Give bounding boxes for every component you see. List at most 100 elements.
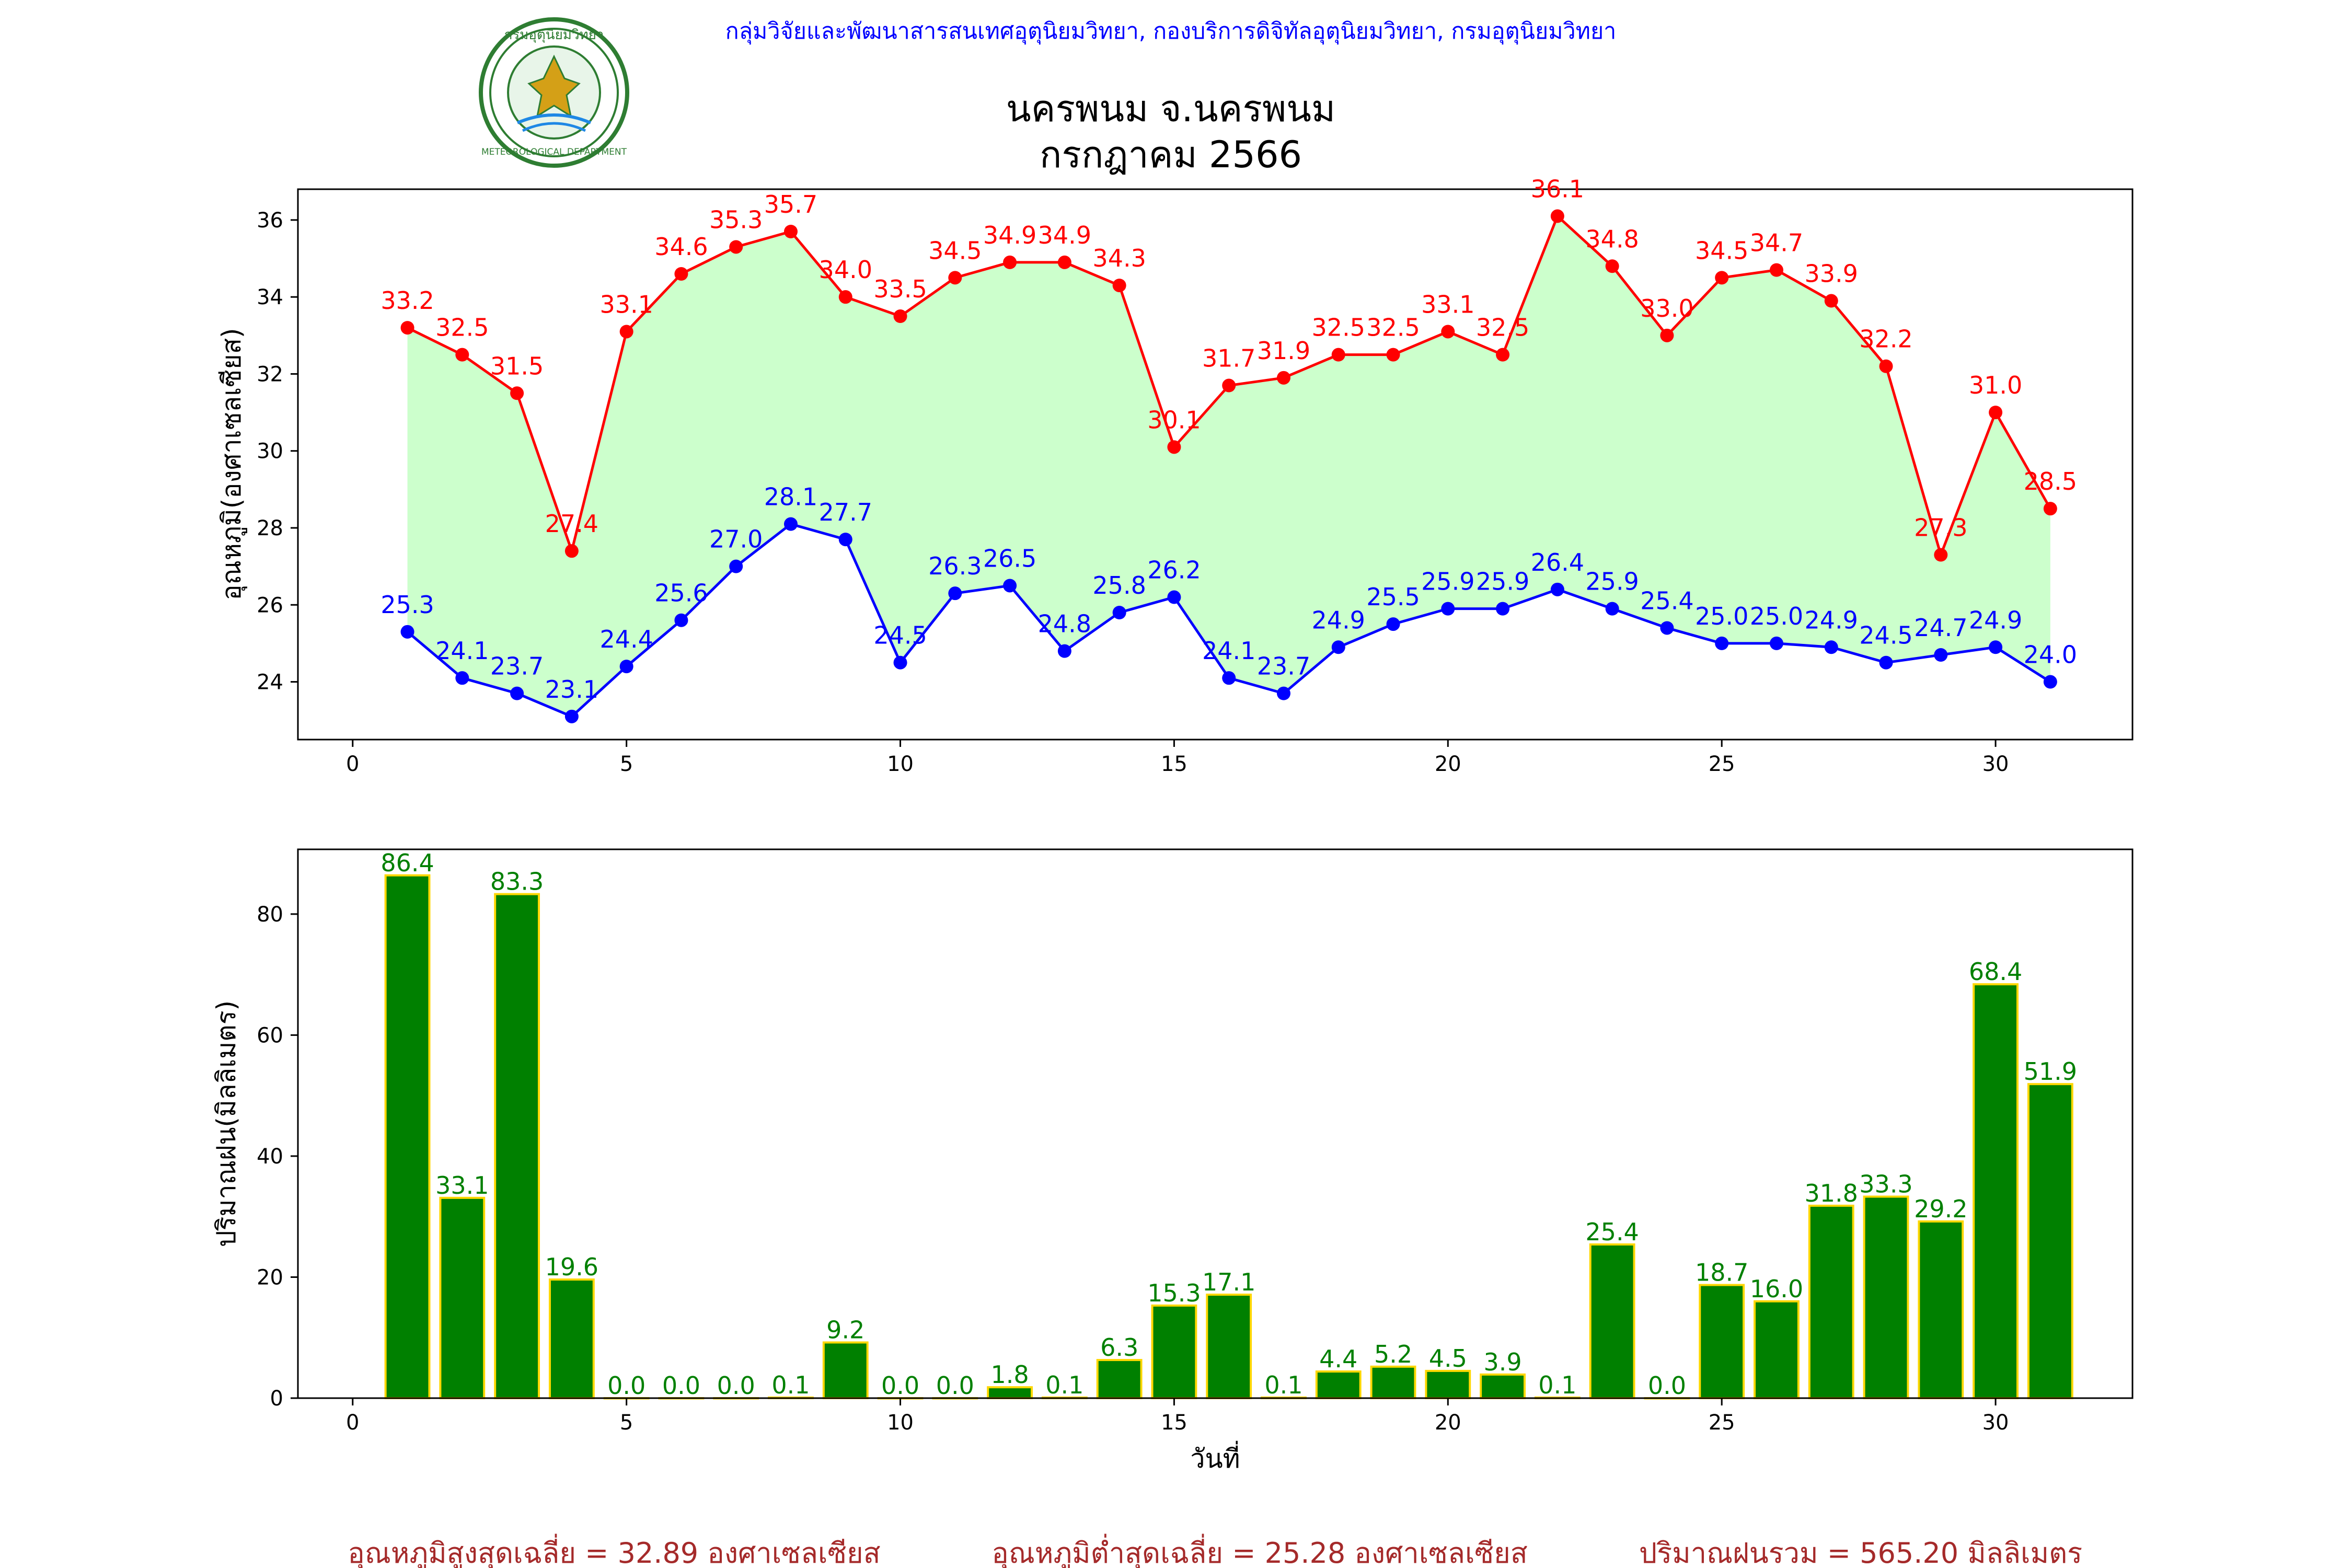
min-temperature-point: [1386, 617, 1400, 631]
rainfall-bar: [548, 1278, 595, 1400]
min-temperature-point: [783, 517, 798, 531]
rainfall-value-label: 31.8: [1805, 1179, 1858, 1207]
summary-total-rain: ปริมาณฝนรวม = 565.20 มิลลิเมตร: [1639, 1537, 2082, 1568]
max-temperature-value-label: 33.0: [1640, 294, 1693, 322]
min-temperature-point: [400, 625, 414, 639]
min-temperature-value-label: 25.9: [1421, 568, 1474, 596]
y-tick-label: 32: [257, 362, 283, 386]
rainfall-value-label: 33.1: [435, 1171, 489, 1200]
rainfall-bar: [987, 1386, 1033, 1400]
y-tick-label: 80: [257, 903, 283, 927]
max-temperature-value-label: 34.8: [1585, 225, 1639, 253]
max-temperature-value-label: 32.5: [1366, 314, 1420, 342]
rainfall-bar: [1425, 1369, 1471, 1400]
min-temperature-point: [619, 660, 633, 674]
max-temperature-point: [1167, 440, 1181, 454]
rainfall-value-labels: 86.4 33.1 83.3 19.6 0.0 0.0 0.0 0.1 9.2 0.0 0.0 1.8…: [381, 849, 2077, 1400]
min-temperature-value-label: 25.4: [1640, 586, 1693, 615]
temperature-x-ticks: 0 5 10 15 20 25 30: [346, 740, 2009, 776]
x-tick-label: 5: [620, 752, 633, 776]
rainfall-value-label: 0.0: [1648, 1371, 1686, 1400]
min-temperature-value-label: 25.0: [1750, 602, 1803, 630]
min-temperature-value-label: 24.5: [873, 621, 927, 650]
min-temperature-value-label: 24.4: [599, 625, 653, 653]
x-tick-label: 30: [1982, 1411, 2009, 1435]
temperature-series-layer: 33.232.531.527.433.134.635.335.734.033.5…: [381, 175, 2077, 723]
rainfall-value-label: 68.4: [1969, 958, 2022, 986]
min-temperature-point: [1989, 640, 2003, 654]
min-temperature-point: [1057, 644, 1071, 658]
max-temperature-value-label: 34.0: [819, 256, 872, 284]
rainfall-bar: [1206, 1294, 1252, 1400]
min-temperature-point: [1879, 655, 1893, 670]
rainfall-bar: [1918, 1220, 1964, 1399]
max-temperature-value-label: 32.5: [1312, 314, 1365, 342]
rainfall-value-label: 0.0: [662, 1371, 700, 1400]
rainfall-bar: [1754, 1300, 1800, 1399]
max-temperature-value-label: 34.5: [1695, 236, 1748, 264]
rainfall-value-label: 0.0: [881, 1371, 919, 1400]
rainfall-bars-layer: [384, 874, 2073, 1400]
rainfall-bar: [1699, 1284, 1745, 1399]
x-tick-label: 20: [1435, 1411, 1461, 1435]
min-temperature-value-label: 26.5: [983, 544, 1036, 572]
min-temperature-value-label: 24.0: [2024, 641, 2077, 669]
max-temperature-value-label: 32.5: [1476, 314, 1529, 342]
min-temperature-value-label: 26.2: [1147, 556, 1201, 584]
min-temperature-value-label: 24.8: [1038, 610, 1091, 638]
min-temperature-point: [455, 671, 469, 685]
max-temperature-value-label: 35.7: [764, 190, 817, 218]
summary-avg-min: อุณหภูมิต่ำสุดเฉลี่ย = 25.28 องศาเซลเซีย…: [991, 1534, 1527, 1568]
rainfall-bar: [384, 874, 431, 1400]
max-temperature-value-label: 33.9: [1805, 260, 1858, 288]
min-temperature-value-label: 24.5: [1859, 621, 1912, 650]
max-temperature-point: [1276, 371, 1290, 385]
rainfall-value-label: 0.1: [1045, 1371, 1083, 1399]
max-temperature-point: [400, 321, 414, 335]
rainfall-bar: [1863, 1195, 1909, 1399]
max-temperature-value-label: 27.4: [545, 510, 598, 538]
rainfall-value-label: 4.5: [1429, 1344, 1467, 1373]
rainfall-value-label: 4.4: [1319, 1345, 1357, 1373]
min-temperature-value-label: 25.5: [1366, 583, 1420, 611]
rainfall-bar: [1589, 1243, 1635, 1399]
max-temperature-point: [1660, 328, 1674, 342]
min-temperature-point: [948, 586, 962, 601]
y-tick-label: 60: [257, 1023, 283, 1047]
x-tick-label: 0: [346, 1411, 359, 1435]
max-temperature-value-label: 34.3: [1092, 244, 1146, 272]
rainfall-value-label: 29.2: [1914, 1195, 1967, 1223]
min-temperature-point: [1769, 636, 1783, 650]
max-temperature-point: [619, 325, 633, 339]
min-temperature-point: [1605, 602, 1619, 616]
logo-text-top: กรมอุตุนิยมวิทยา: [504, 27, 604, 43]
rainfall-value-label: 86.4: [381, 849, 434, 877]
y-tick-label: 20: [257, 1265, 283, 1289]
rainfall-bar: [494, 893, 540, 1399]
rainfall-y-ticks: 0 20 40 60 80: [257, 903, 298, 1411]
min-temperature-value-label: 24.1: [435, 637, 489, 665]
max-temperature-value-label: 34.7: [1750, 229, 1803, 257]
logo-text-bottom: METEOROLOGICAL DEPARTMENT: [481, 147, 627, 157]
min-temperature-value-label: 25.8: [1092, 571, 1146, 599]
temperature-y-axis-label: อุณหภูมิ(องศาเซลเซียส): [216, 328, 247, 600]
min-temperature-point: [510, 686, 524, 700]
max-temperature-value-label: 31.7: [1202, 344, 1255, 373]
max-temperature-value-label: 32.5: [435, 314, 489, 342]
rainfall-value-label: 5.2: [1374, 1340, 1412, 1368]
meteorological-department-logo: กรมอุตุนิยมวิทยา METEOROLOGICAL DEPARTME…: [479, 17, 629, 168]
max-temperature-point: [948, 271, 962, 285]
max-temperature-point: [1605, 259, 1619, 273]
max-temperature-point: [1057, 255, 1071, 269]
rainfall-bar: [1480, 1373, 1526, 1399]
rainfall-value-label: 83.3: [490, 868, 544, 896]
x-tick-label: 15: [1161, 752, 1187, 776]
max-temperature-point: [838, 290, 852, 304]
max-temperature-point: [1331, 348, 1345, 362]
max-temperature-value-label: 34.9: [1038, 221, 1091, 249]
rainfall-y-axis-label: ปริมาณฝน(มิลลิเมตร): [211, 1000, 241, 1247]
max-temperature-point: [564, 544, 579, 558]
min-temperature-point: [1441, 602, 1455, 616]
max-temperature-point: [1989, 406, 2003, 420]
